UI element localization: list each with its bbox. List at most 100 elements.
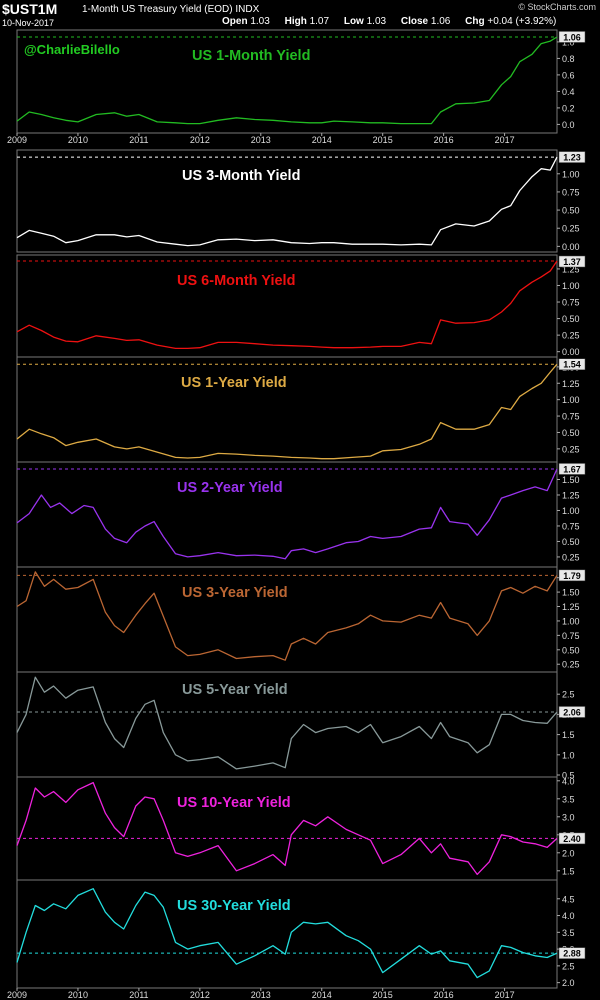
last-value-label: 2.06 bbox=[563, 707, 581, 717]
y-tick-label: 0.25 bbox=[562, 552, 580, 562]
panel-frame bbox=[16, 149, 558, 253]
last-value-badge bbox=[558, 569, 586, 582]
y-tick-label: 0.75 bbox=[562, 298, 580, 308]
y-tick-label: 0.50 bbox=[562, 428, 580, 438]
close-value: 1.06 bbox=[430, 16, 451, 27]
y-tick-label: 0.2 bbox=[562, 103, 575, 113]
y-tick-label: 2.0 bbox=[562, 978, 575, 988]
high-stat: High 1.07 bbox=[285, 16, 335, 27]
y-tick-label: 3.0 bbox=[562, 812, 575, 822]
x-tick-label: 2015 bbox=[373, 990, 393, 1000]
stockcharts-brand: © StockCharts.com bbox=[518, 2, 596, 12]
y-tick-label: 2.0 bbox=[562, 848, 575, 858]
y-tick-label: 0.50 bbox=[562, 537, 580, 547]
x-tick-label: 2017 bbox=[495, 135, 515, 145]
y-tick-label: 0.75 bbox=[562, 631, 580, 641]
y-tick-label: 1.50 bbox=[562, 475, 580, 485]
y-tick-label: 1.25 bbox=[562, 379, 580, 389]
x-tick-label: 2013 bbox=[251, 135, 271, 145]
panel-title: US 1-Month Yield bbox=[192, 48, 310, 64]
y-tick-label: 0.50 bbox=[562, 206, 580, 216]
x-tick-label: 2010 bbox=[68, 135, 88, 145]
y-tick-label: 0.25 bbox=[562, 224, 580, 234]
last-value-label: 1.23 bbox=[563, 153, 581, 163]
x-tick-label: 2010 bbox=[68, 990, 88, 1000]
panel-title: US 5-Year Yield bbox=[182, 682, 288, 698]
x-tick-label: 2014 bbox=[312, 135, 332, 145]
y-tick-label: 3.5 bbox=[562, 928, 575, 938]
x-tick-label: 2009 bbox=[7, 135, 27, 145]
panel-frame bbox=[16, 776, 558, 881]
close-stat: Close 1.06 bbox=[401, 16, 456, 27]
y-tick-label: 1.00 bbox=[562, 616, 580, 626]
x-tick-label: 2009 bbox=[7, 990, 27, 1000]
panel-frame bbox=[16, 879, 558, 989]
panel-frame bbox=[16, 356, 558, 463]
y-tick-label: 1.25 bbox=[562, 602, 580, 612]
x-tick-label: 2011 bbox=[129, 135, 148, 145]
y-tick-label: 1.25 bbox=[562, 490, 580, 500]
y-tick-label: 0.8 bbox=[562, 54, 575, 64]
last-value-badge bbox=[558, 463, 586, 475]
last-value-label: 1.54 bbox=[563, 360, 581, 370]
y-tick-label: 0.75 bbox=[562, 187, 580, 197]
series-line bbox=[16, 888, 558, 979]
panel-2: 0.00 0.25 0.50 0.75 1.00 1.23 US 3-Month Yield bbox=[16, 149, 586, 253]
watermark-handle: @CharlieBilello bbox=[24, 42, 120, 57]
last-value-label: 1.67 bbox=[563, 464, 581, 474]
panel-title: US 3-Year Yield bbox=[182, 585, 288, 601]
y-tick-label: 1.5 bbox=[562, 730, 575, 740]
index-tag: INDX bbox=[235, 4, 260, 15]
last-value-badge bbox=[558, 31, 586, 43]
last-value-badge bbox=[558, 947, 586, 959]
y-tick-label: 1.00 bbox=[562, 506, 580, 516]
high-value: 1.07 bbox=[309, 16, 330, 27]
series-line bbox=[16, 156, 558, 247]
y-tick-label: 0.50 bbox=[562, 645, 580, 655]
panel-frame bbox=[16, 254, 558, 358]
open-stat: Open 1.03 bbox=[222, 16, 276, 27]
last-value-label: 1.06 bbox=[563, 32, 581, 42]
x-tick-label: 2014 bbox=[312, 990, 332, 1000]
y-tick-label: 2.5 bbox=[562, 690, 575, 700]
last-value-label: 2.88 bbox=[563, 949, 581, 959]
y-tick-label: 4.5 bbox=[562, 894, 575, 904]
low-stat: Low 1.03 bbox=[344, 16, 392, 27]
y-tick-label: 1.50 bbox=[562, 588, 580, 598]
last-value-badge bbox=[558, 706, 586, 718]
panel-title: US 2-Year Yield bbox=[177, 480, 283, 496]
change-stat: Chg +0.04 (+3.92%) bbox=[465, 16, 562, 27]
open-label: Open bbox=[222, 16, 248, 27]
panel-5: 0.25 0.50 0.75 1.00 1.25 1.501.67 US 2-Year Yi… bbox=[16, 461, 586, 568]
y-tick-label: 1.25 bbox=[562, 264, 580, 274]
y-tick-label: 4.0 bbox=[562, 776, 575, 786]
ohlc-bar: Open 1.03 High 1.07 Low 1.03 Close 1.06 … bbox=[222, 16, 568, 27]
x-tick-label: 2017 bbox=[495, 990, 515, 1000]
y-tick-label: 0.25 bbox=[562, 660, 580, 670]
y-tick-label: 1.5 bbox=[562, 866, 575, 876]
y-tick-label: 0.00 bbox=[562, 347, 580, 357]
y-tick-label: 0.25 bbox=[562, 331, 580, 341]
series-line bbox=[16, 260, 558, 350]
y-tick-label: 0.4 bbox=[562, 87, 575, 97]
x-tick-label: 2015 bbox=[373, 135, 393, 145]
y-tick-label: 1.00 bbox=[562, 395, 580, 405]
y-tick-label: 1.0 bbox=[562, 750, 575, 760]
x-tick-label: 2013 bbox=[251, 990, 271, 1000]
y-tick-label: 1.00 bbox=[562, 281, 580, 291]
last-value-badge bbox=[558, 151, 586, 163]
y-tick-label: 0.75 bbox=[562, 412, 580, 422]
panel-title: US 10-Year Yield bbox=[177, 795, 291, 811]
x-tick-label: 2011 bbox=[129, 990, 148, 1000]
ticker-description: 1-Month US Treasury Yield (EOD) INDX bbox=[82, 4, 259, 15]
series-line bbox=[16, 676, 558, 770]
open-value: 1.03 bbox=[250, 16, 270, 27]
x-tick-label: 2016 bbox=[434, 135, 454, 145]
series-line bbox=[16, 781, 558, 876]
quote-date: 10-Nov-2017 bbox=[2, 18, 55, 28]
y-tick-label: 1.00 bbox=[562, 169, 580, 179]
description-text: 1-Month US Treasury Yield (EOD) bbox=[82, 4, 233, 15]
